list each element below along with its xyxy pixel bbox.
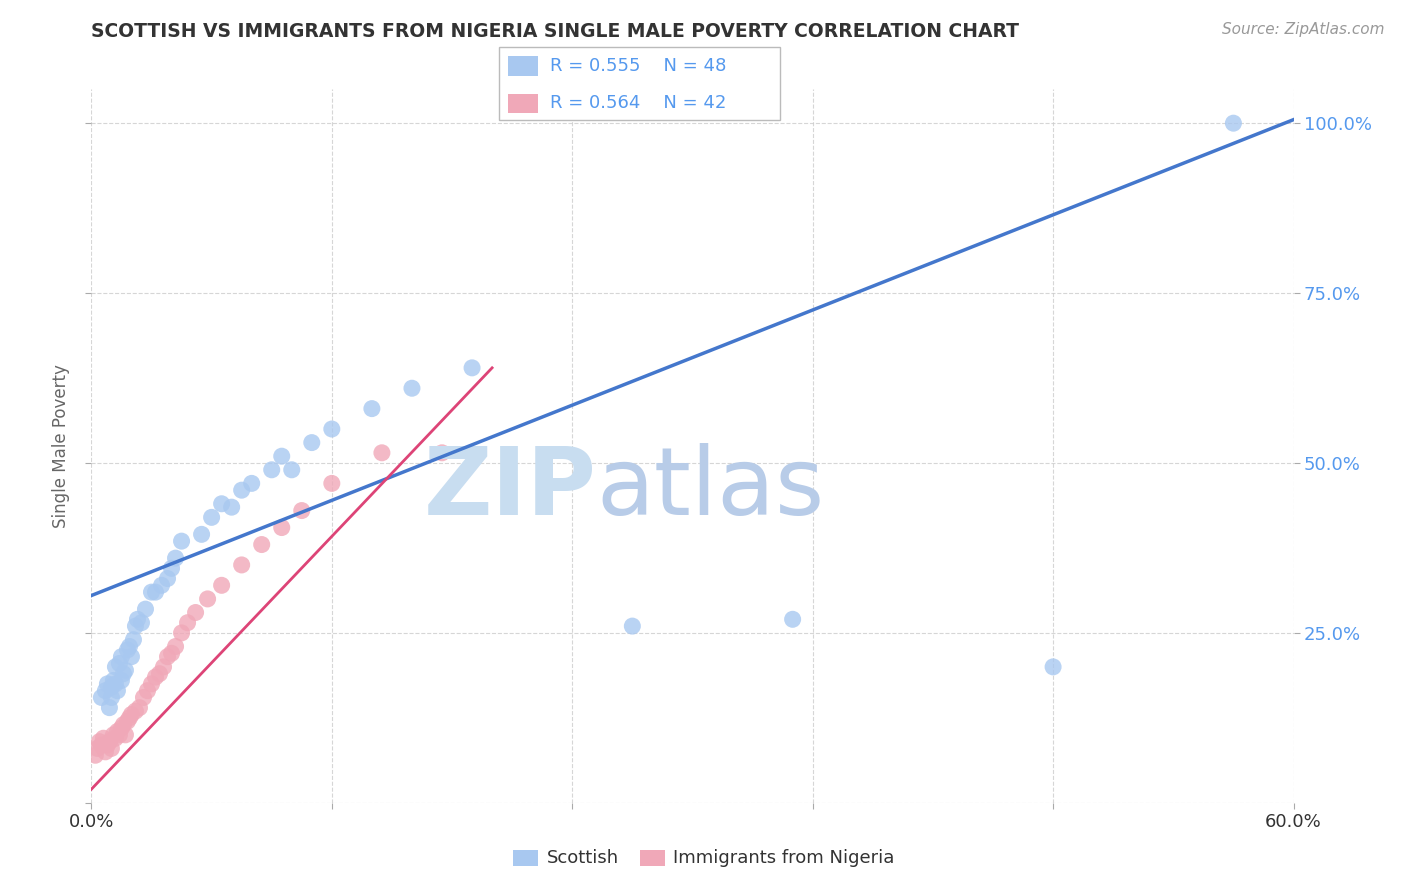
Point (107, 683, 129, 698)
Point (281, 463, 304, 477)
Point (321, 476, 343, 491)
Point (98, 734, 121, 748)
Point (240, 476, 263, 491)
Point (107, 724, 129, 739)
Point (132, 690, 155, 705)
Point (156, 649, 179, 664)
Point (96, 677, 118, 691)
Point (121, 649, 143, 664)
Point (117, 643, 139, 657)
Point (136, 683, 159, 698)
Point (270, 520, 292, 534)
Point (211, 497, 233, 511)
Point (112, 717, 135, 731)
Point (250, 537, 273, 551)
Text: SCOTTISH VS IMMIGRANTS FROM NIGERIA SINGLE MALE POVERTY CORRELATION CHART: SCOTTISH VS IMMIGRANTS FROM NIGERIA SING… (91, 22, 1019, 41)
Point (231, 558, 253, 572)
Point (100, 690, 122, 705)
Point (201, 510, 224, 524)
Point (96, 738, 118, 752)
Point (93, 731, 115, 746)
Point (89, 734, 111, 748)
Text: atlas: atlas (596, 442, 824, 535)
Point (160, 561, 183, 575)
Text: R = 0.555    N = 48: R = 0.555 N = 48 (550, 57, 725, 75)
Point (156, 572, 179, 586)
Point (321, 422, 343, 436)
Point (430, 446, 453, 460)
Point (122, 632, 145, 647)
Text: R = 0.564    N = 42: R = 0.564 N = 42 (550, 95, 725, 112)
Point (100, 680, 122, 694)
Point (145, 585, 167, 599)
Point (94, 745, 117, 759)
Point (103, 673, 125, 688)
Point (124, 619, 146, 633)
Point (134, 602, 156, 616)
Point (104, 677, 127, 691)
Text: Immigrants from Nigeria: Immigrants from Nigeria (673, 849, 894, 867)
Point (118, 640, 141, 654)
Point (371, 446, 394, 460)
Text: Source: ZipAtlas.com: Source: ZipAtlas.com (1222, 22, 1385, 37)
Point (152, 660, 174, 674)
Point (165, 551, 187, 566)
Point (160, 646, 183, 660)
Point (84, 748, 107, 763)
Point (104, 660, 127, 674)
Point (145, 670, 167, 684)
Point (1222, 116, 1244, 130)
Point (291, 503, 314, 517)
Point (94, 683, 117, 698)
Point (360, 401, 382, 416)
Point (114, 663, 136, 677)
Point (110, 649, 132, 664)
Point (100, 741, 122, 756)
Point (150, 578, 173, 592)
Point (103, 728, 125, 742)
Point (211, 578, 233, 592)
Y-axis label: Single Male Poverty: Single Male Poverty (52, 364, 70, 528)
Point (170, 626, 193, 640)
Point (127, 612, 149, 626)
Point (110, 673, 132, 688)
Point (90, 738, 112, 752)
Point (112, 666, 135, 681)
Point (170, 534, 193, 549)
Point (184, 606, 207, 620)
Point (141, 585, 163, 599)
Text: Scottish: Scottish (547, 849, 619, 867)
Point (148, 666, 170, 681)
Point (165, 640, 187, 654)
Point (231, 483, 253, 498)
Point (118, 711, 141, 725)
Point (461, 360, 484, 375)
Point (108, 657, 131, 671)
Point (260, 463, 283, 477)
Point (401, 381, 423, 395)
Point (131, 615, 153, 630)
Point (86, 741, 108, 756)
Point (104, 731, 127, 746)
Point (98, 700, 121, 714)
Point (121, 707, 143, 722)
Point (124, 704, 146, 718)
Point (141, 677, 163, 691)
Point (114, 728, 136, 742)
Point (128, 700, 150, 714)
Point (190, 527, 212, 541)
Point (621, 619, 644, 633)
Point (176, 615, 198, 630)
Point (270, 449, 292, 463)
Point (1042, 660, 1064, 674)
Point (782, 612, 804, 626)
Point (108, 728, 131, 742)
Point (221, 500, 243, 515)
Point (301, 435, 323, 450)
Point (110, 721, 132, 735)
Text: ZIP: ZIP (423, 442, 596, 535)
Point (90, 690, 112, 705)
Point (117, 714, 139, 729)
Point (197, 591, 219, 606)
